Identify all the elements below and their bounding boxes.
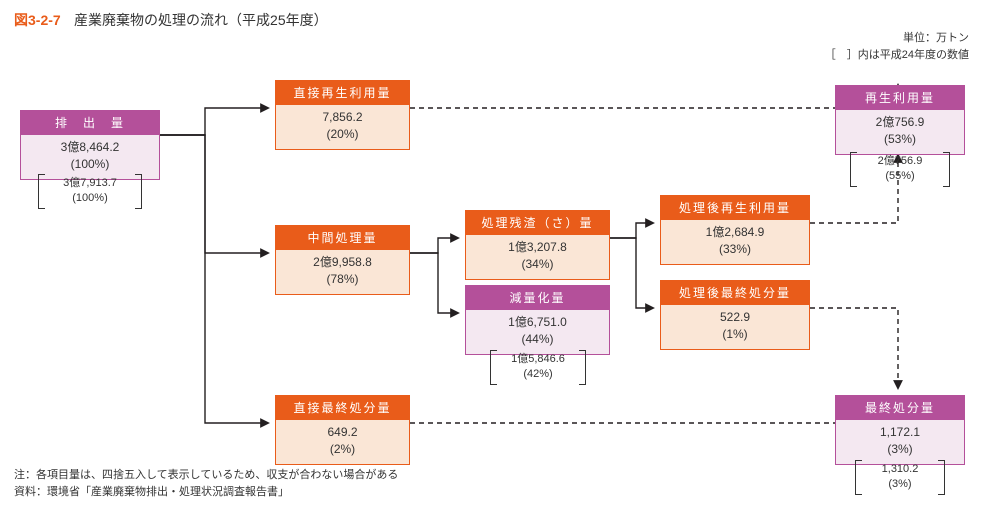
- node-total_final: 最終処分量1,172.1(3%): [835, 395, 965, 465]
- edge-7: [410, 85, 898, 108]
- node-direct_final: 直接最終処分量649.2(2%): [275, 395, 410, 465]
- note-line1: 注：各項目量は、四捨五入して表示しているため、収支が合わない場合がある: [14, 467, 398, 485]
- node-title: 処理後最終処分量: [660, 280, 810, 305]
- figure-title-row: 図3-2-7 産業廃棄物の処理の流れ（平成25年度）: [14, 10, 328, 30]
- bracket-recycle_prev: 2億756.9(55%): [850, 150, 950, 189]
- node-title: 中間処理量: [275, 225, 410, 250]
- node-intermediate: 中間処理量2億9,958.8(78%): [275, 225, 410, 295]
- node-title: 処理残渣（さ）量: [465, 210, 610, 235]
- unit-legend: 単位：万トン ［ ］内は平成24年度の数値: [825, 30, 969, 63]
- note-line2: 資料：環境省「産業廃棄物排出・処理状況調査報告書」: [14, 484, 398, 502]
- edge-3: [410, 238, 458, 253]
- node-emission: 排 出 量3億8,464.2(100%): [20, 110, 160, 180]
- edge-0: [160, 108, 268, 135]
- edge-4: [410, 253, 458, 313]
- node-body: 1億2,684.9(33%): [660, 220, 810, 265]
- edge-1: [160, 135, 268, 253]
- unit-line2: ［ ］内は平成24年度の数値: [825, 47, 969, 64]
- node-post_final: 処理後最終処分量522.9(1%): [660, 280, 810, 350]
- node-title: 再生利用量: [835, 85, 965, 110]
- edge-9: [810, 308, 898, 388]
- node-body: 2億9,958.8(78%): [275, 250, 410, 295]
- node-body: 7,856.2(20%): [275, 105, 410, 150]
- node-title: 直接最終処分量: [275, 395, 410, 420]
- edge-10: [410, 423, 898, 455]
- node-body: 1億3,207.8(34%): [465, 235, 610, 280]
- node-total_recycle: 再生利用量2億756.9(53%): [835, 85, 965, 155]
- node-post_recycle: 処理後再生利用量1億2,684.9(33%): [660, 195, 810, 265]
- edge-5: [610, 223, 653, 238]
- node-title: 直接再生利用量: [275, 80, 410, 105]
- footer-notes: 注：各項目量は、四捨五入して表示しているため、収支が合わない場合がある 資料：環…: [14, 467, 398, 502]
- node-title: 減量化量: [465, 285, 610, 310]
- node-body: 649.2(2%): [275, 420, 410, 465]
- node-reduction: 減量化量1億6,751.0(44%): [465, 285, 610, 355]
- edge-2: [160, 135, 268, 423]
- edge-6: [610, 238, 653, 308]
- bracket-emission_prev: 3億7,913.7(100%): [38, 172, 142, 211]
- node-title: 排 出 量: [20, 110, 160, 135]
- node-title: 最終処分量: [835, 395, 965, 420]
- node-direct_recycle: 直接再生利用量7,856.2(20%): [275, 80, 410, 150]
- figure-title: 産業廃棄物の処理の流れ（平成25年度）: [74, 12, 328, 28]
- bracket-reduction_prev: 1億5,846.6(42%): [490, 348, 586, 387]
- node-title: 処理後再生利用量: [660, 195, 810, 220]
- node-residue: 処理残渣（さ）量1億3,207.8(34%): [465, 210, 610, 280]
- unit-line1: 単位：万トン: [825, 30, 969, 47]
- bracket-final_prev: 1,310.2(3%): [855, 458, 945, 497]
- figure-number: 図3-2-7: [14, 12, 61, 28]
- node-body: 522.9(1%): [660, 305, 810, 350]
- node-body: 2億756.9(53%): [835, 110, 965, 155]
